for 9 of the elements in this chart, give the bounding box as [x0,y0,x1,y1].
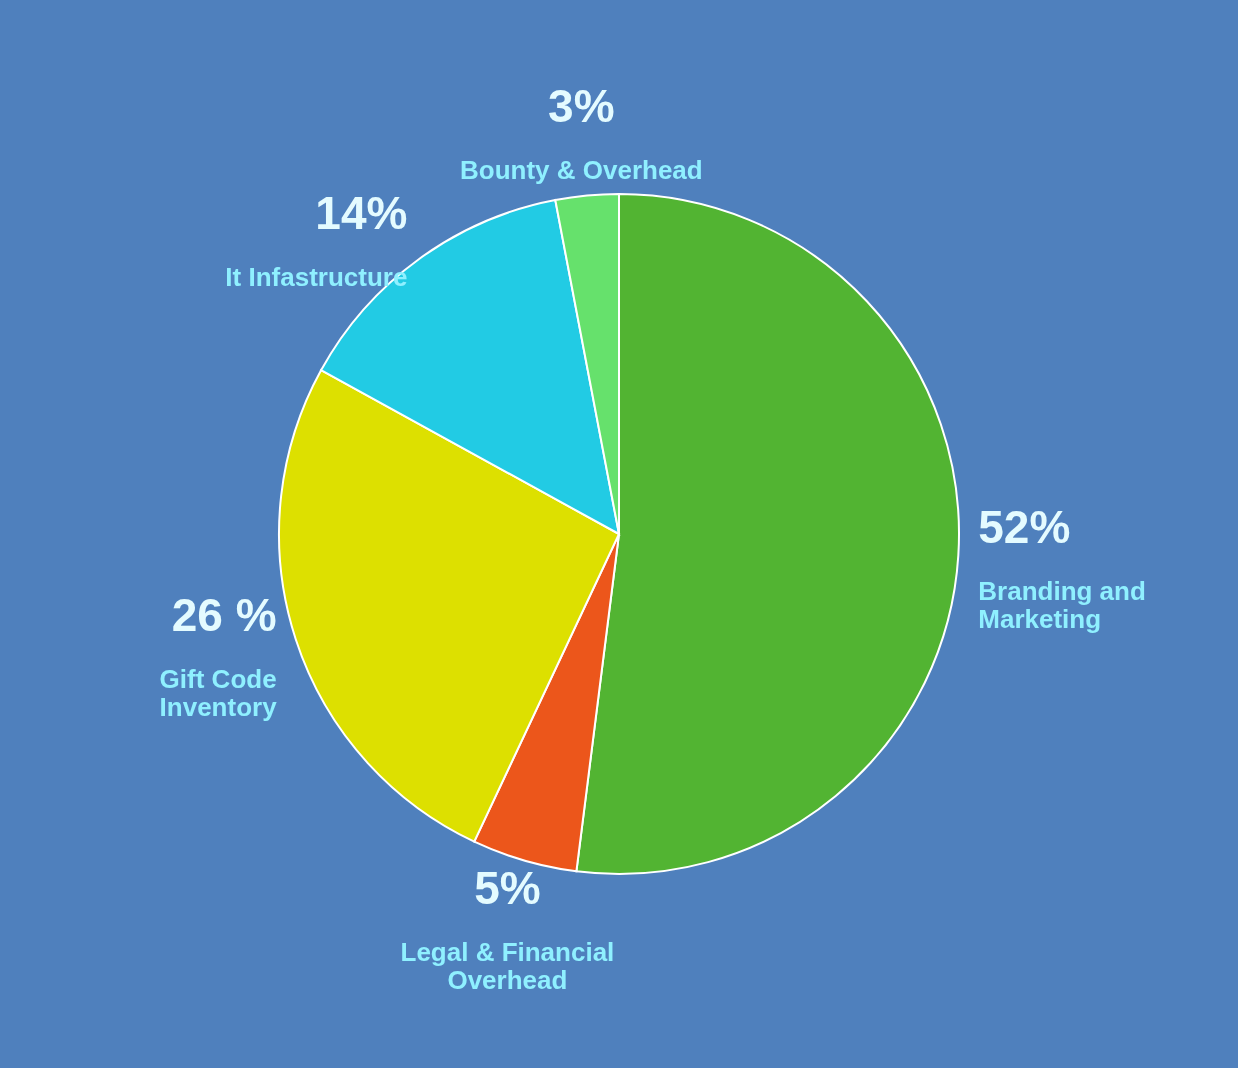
slice-label: Gift Code Inventory [159,664,278,723]
data-label: 3% [548,79,615,132]
data-label: 5% [474,862,541,915]
data-label: 14% [315,186,408,239]
data-label: 52% [978,500,1071,553]
data-label: 26 % [171,589,277,642]
slice-label: Branding and Marketing [978,575,1146,634]
slice-label: Legal & Financial Overhead [400,937,615,996]
slice-label: Bounty & Overhead [460,154,703,185]
